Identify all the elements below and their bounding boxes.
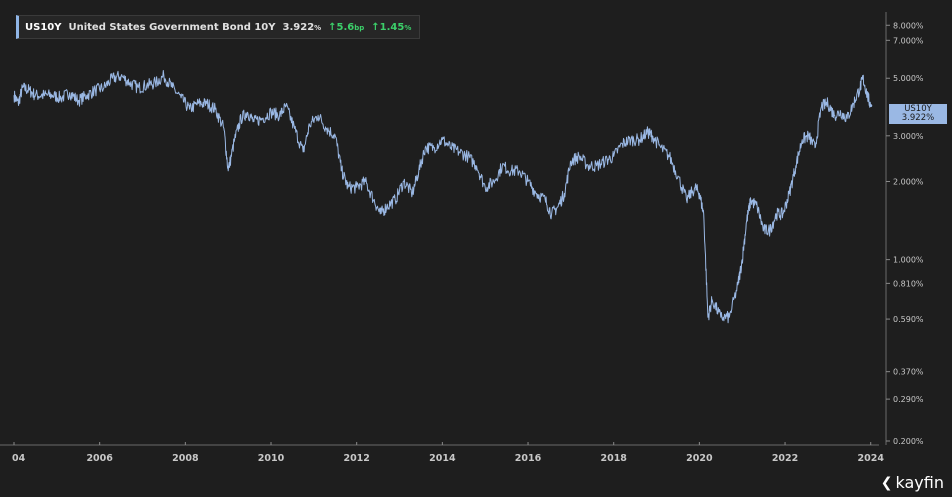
x-axis: 04 2006 2008 2010 2012 2014 2016 2018 2020 2022 20…	[0, 442, 884, 464]
legend-ticker: US10Y	[25, 21, 62, 33]
brand-name: kayfin	[895, 473, 944, 492]
x-tick-label: 2016	[515, 453, 542, 464]
x-tick-label: 2012	[343, 453, 369, 464]
kayfin-logo-icon: ❮	[880, 474, 893, 491]
x-tick-label: 2018	[600, 453, 627, 464]
x-tick-label: 2024	[857, 453, 884, 464]
y-tick-label: 2.000%	[893, 178, 924, 187]
x-tick-label: 2022	[772, 453, 798, 464]
brand-logo: ❮ kayfin	[881, 473, 944, 492]
price-tag-value: 3.922%	[901, 113, 935, 123]
y-tick-label: 0.370%	[893, 368, 924, 377]
y-tick-label: 3.000%	[893, 132, 924, 141]
legend-name: United States Government Bond 10Y	[68, 21, 276, 33]
series-layer	[13, 70, 873, 324]
y-tick-label: 0.810%	[893, 279, 924, 288]
legend-badge[interactable]: US10Y United States Government Bond 10Y …	[16, 15, 421, 39]
x-tick-label: 2010	[258, 453, 285, 464]
price-tag-ticker: US10Y	[904, 104, 932, 114]
legend-change-pct: ↑1.45%	[371, 21, 412, 33]
y-tick-label: 1.000%	[893, 256, 924, 265]
y-tick-label: 8.000%	[893, 21, 924, 30]
y-tick-label: 5.000%	[893, 74, 924, 83]
x-tick-label: 2008	[172, 453, 199, 464]
y-tick-label: 0.200%	[893, 437, 924, 446]
legend-change-bp: ↑5.6bp	[328, 21, 365, 33]
y-tick-label: 7.000%	[893, 36, 924, 45]
last-price-tag: US10Y 3.922%	[889, 104, 947, 124]
x-tick-label: 2014	[429, 453, 456, 464]
y-tick-label: 0.590%	[893, 315, 924, 324]
x-tick-label: 2006	[86, 453, 113, 464]
us10y-series-line	[13, 70, 872, 324]
x-tick-label: 04	[12, 453, 26, 464]
legend-price: 3.922%	[282, 21, 322, 33]
y-axis: 8.000% 7.000% 5.000% 3.000% 2.000% 1.000% 0.81…	[885, 12, 924, 446]
x-tick-label: 2020	[686, 453, 713, 464]
y-tick-label: 0.290%	[893, 395, 924, 404]
last-point-marker	[869, 104, 873, 108]
